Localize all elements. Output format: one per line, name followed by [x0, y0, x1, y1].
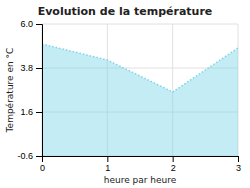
y-axis-tick-label: 3.8	[20, 63, 33, 73]
x-axis-tick-mark	[173, 156, 174, 162]
grid-line-y	[42, 24, 238, 25]
y-axis-title: Température en °C	[5, 48, 15, 134]
x-axis-tick-mark	[238, 156, 239, 162]
x-axis-domain	[43, 157, 239, 163]
y-axis: -0.6 1.6 3.8 6.0	[17, 19, 42, 161]
y-axis-tick-mark	[36, 68, 42, 69]
chart-svg: 0 1 2 3 -0.6 1.6 3.8 6.0 Evolution de la tempéra…	[0, 0, 250, 188]
y-axis-tick: -0.6	[17, 151, 42, 161]
y-axis-tick-label: -0.6	[17, 151, 33, 161]
x-axis-tick: 2	[171, 156, 176, 173]
y-axis-domain	[36, 25, 43, 157]
y-axis-tick: 6.0	[20, 19, 42, 29]
y-axis-tick-mark	[36, 156, 42, 157]
chart-container: 0 1 2 3 -0.6 1.6 3.8 6.0 Evolution de la tempéra…	[0, 0, 250, 188]
x-axis-tick: 0	[40, 156, 45, 173]
x-axis: 0 1 2 3	[40, 156, 241, 173]
y-axis-tick-mark	[36, 24, 42, 25]
marks	[42, 44, 238, 156]
x-axis-title: heure par heure	[104, 175, 177, 185]
x-axis-tick-label: 3	[236, 163, 241, 173]
x-axis-tick: 3	[236, 156, 241, 173]
y-axis-tick: 3.8	[20, 63, 42, 73]
y-axis-tick-label: 6.0	[20, 19, 33, 29]
line	[42, 44, 238, 92]
title: Evolution de la température	[38, 5, 213, 18]
y-axis-tick: 1.6	[20, 107, 42, 117]
x-axis-tick-label: 0	[40, 163, 45, 173]
x-axis-tick-label: 2	[171, 163, 176, 173]
x-axis-tick: 1	[105, 156, 110, 173]
x-axis-tick-label: 1	[105, 163, 110, 173]
y-axis-tick-mark	[36, 112, 42, 113]
x-axis-tick-mark	[107, 156, 108, 162]
area	[42, 44, 238, 156]
grid	[42, 24, 238, 156]
plot-area: 0 1 2 3 -0.6 1.6 3.8 6.0	[17, 19, 241, 173]
y-axis-tick-label: 1.6	[20, 107, 33, 117]
